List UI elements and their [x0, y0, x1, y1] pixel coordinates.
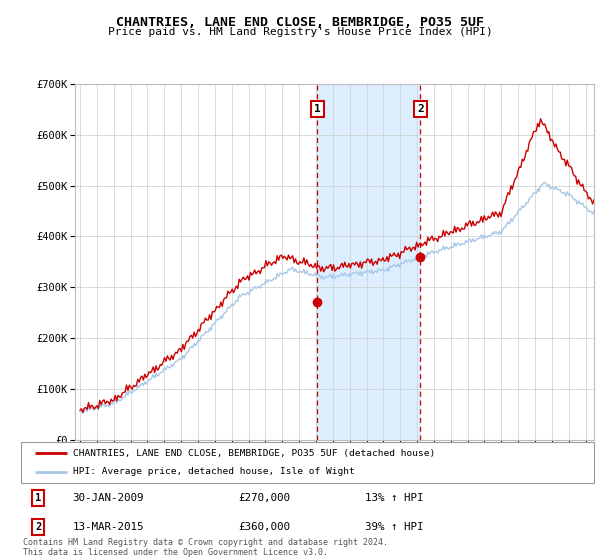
Text: Price paid vs. HM Land Registry's House Price Index (HPI): Price paid vs. HM Land Registry's House … — [107, 27, 493, 37]
Text: HPI: Average price, detached house, Isle of Wight: HPI: Average price, detached house, Isle… — [73, 468, 355, 477]
Bar — [317, 84, 421, 440]
Text: 13-MAR-2015: 13-MAR-2015 — [73, 522, 144, 531]
Text: Contains HM Land Registry data © Crown copyright and database right 2024.
This d: Contains HM Land Registry data © Crown c… — [23, 538, 388, 557]
Text: 1: 1 — [314, 104, 320, 114]
Text: 2: 2 — [35, 522, 41, 531]
Text: £360,000: £360,000 — [239, 522, 291, 531]
Text: £270,000: £270,000 — [239, 493, 291, 502]
Text: 13% ↑ HPI: 13% ↑ HPI — [365, 493, 424, 502]
Text: 39% ↑ HPI: 39% ↑ HPI — [365, 522, 424, 531]
Text: 1: 1 — [35, 493, 41, 502]
FancyBboxPatch shape — [21, 442, 594, 483]
Text: CHANTRIES, LANE END CLOSE, BEMBRIDGE, PO35 5UF: CHANTRIES, LANE END CLOSE, BEMBRIDGE, PO… — [116, 16, 484, 29]
Text: 30-JAN-2009: 30-JAN-2009 — [73, 493, 144, 502]
Text: 2: 2 — [417, 104, 424, 114]
Text: CHANTRIES, LANE END CLOSE, BEMBRIDGE, PO35 5UF (detached house): CHANTRIES, LANE END CLOSE, BEMBRIDGE, PO… — [73, 449, 435, 458]
